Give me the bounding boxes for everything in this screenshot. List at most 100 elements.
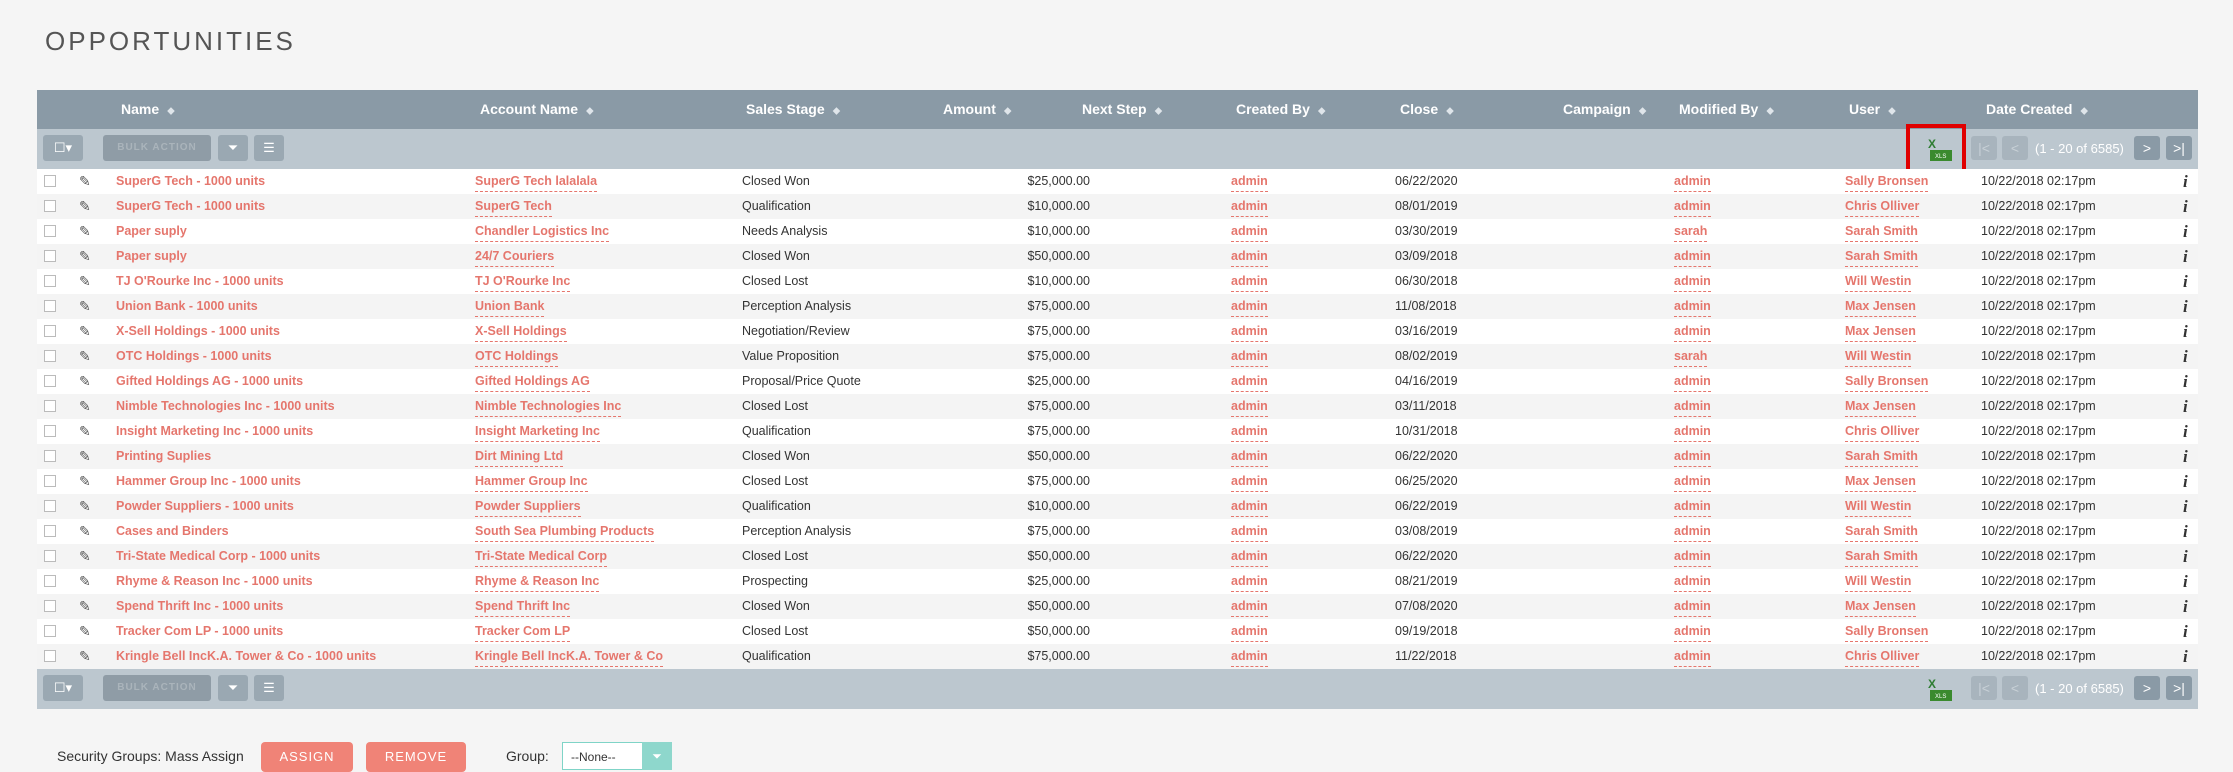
cell-modified-by[interactable]: admin [1674,422,1711,442]
pencil-icon[interactable]: ✎ [79,273,91,289]
col-header-date-created[interactable]: Date Created ⬥ [1986,90,2088,129]
cell-modified-by[interactable]: sarah [1674,347,1708,367]
cell-modified-by[interactable]: admin [1674,397,1711,417]
cell-account[interactable]: Spend Thrift Inc [475,597,571,617]
excel-export-icon[interactable]: XLS X [1927,676,1953,702]
row-checkbox[interactable] [44,475,56,487]
cell-created-by[interactable]: admin [1231,297,1268,317]
pencil-icon[interactable]: ✎ [79,323,91,339]
pencil-icon[interactable]: ✎ [79,398,91,414]
info-icon[interactable]: i [2183,597,2188,616]
cell-user[interactable]: Sarah Smith [1845,247,1918,267]
cell-user[interactable]: Max Jensen [1845,397,1916,417]
pencil-icon[interactable]: ✎ [79,623,91,639]
prev-page-button[interactable]: < [2002,136,2028,160]
filter-button[interactable]: ⏷ [218,675,248,701]
pencil-icon[interactable]: ✎ [79,373,91,389]
cell-user[interactable]: Sally Bronsen [1845,372,1929,392]
col-header-account[interactable]: Account Name ⬥ [480,90,594,129]
next-page-button[interactable]: > [2134,676,2160,700]
pencil-icon[interactable]: ✎ [79,223,91,239]
cell-name[interactable]: Kringle Bell IncK.A. Tower & Co - 1000 u… [116,649,377,663]
cell-name[interactable]: Insight Marketing Inc - 1000 units [116,424,314,438]
filter-icon[interactable]: ⏷ [642,742,672,770]
cell-user[interactable]: Sarah Smith [1845,547,1918,567]
row-checkbox[interactable] [44,525,56,537]
cell-name[interactable]: Spend Thrift Inc - 1000 units [116,599,284,613]
cell-created-by[interactable]: admin [1231,572,1268,592]
cell-user[interactable]: Will Westin [1845,497,1912,517]
prev-page-button[interactable]: < [2002,676,2028,700]
sort-icon[interactable]: ⬥ [586,105,594,117]
col-header-stage[interactable]: Sales Stage ⬥ [746,90,840,129]
info-icon[interactable]: i [2183,497,2188,516]
cell-name[interactable]: Nimble Technologies Inc - 1000 units [116,399,335,413]
row-checkbox[interactable] [44,175,56,187]
info-icon[interactable]: i [2183,647,2188,666]
row-checkbox[interactable] [44,400,56,412]
cell-created-by[interactable]: admin [1231,472,1268,492]
cell-created-by[interactable]: admin [1231,547,1268,567]
bulk-action-button[interactable]: BULK ACTION [103,675,211,701]
info-icon[interactable]: i [2183,472,2188,491]
cell-account[interactable]: TJ O'Rourke Inc [475,272,571,292]
info-icon[interactable]: i [2183,222,2188,241]
pencil-icon[interactable]: ✎ [79,523,91,539]
cell-name[interactable]: Gifted Holdings AG - 1000 units [116,374,304,388]
cell-account[interactable]: Union Bank [475,297,545,317]
pencil-icon[interactable]: ✎ [79,423,91,439]
cell-modified-by[interactable]: admin [1674,247,1711,267]
cell-created-by[interactable]: admin [1231,222,1268,242]
select-all-dropdown[interactable]: ☐▾ [43,135,83,161]
cell-name[interactable]: Tri-State Medical Corp - 1000 units [116,549,321,563]
cell-created-by[interactable]: admin [1231,422,1268,442]
row-checkbox[interactable] [44,625,56,637]
info-icon[interactable]: i [2183,422,2188,441]
cell-name[interactable]: TJ O'Rourke Inc - 1000 units [116,274,284,288]
cell-modified-by[interactable]: admin [1674,172,1711,192]
pencil-icon[interactable]: ✎ [79,298,91,314]
cell-user[interactable]: Chris Olliver [1845,197,1920,217]
row-checkbox[interactable] [44,325,56,337]
cell-user[interactable]: Max Jensen [1845,597,1916,617]
cell-name[interactable]: SuperG Tech - 1000 units [116,174,266,188]
sort-icon[interactable]: ⬥ [832,105,841,117]
cell-modified-by[interactable]: admin [1674,522,1711,542]
cell-created-by[interactable]: admin [1231,247,1268,267]
cell-account[interactable]: Tracker Com LP [475,622,571,642]
pencil-icon[interactable]: ✎ [79,448,91,464]
col-header-campaign[interactable]: Campaign ⬥ [1563,90,1646,129]
cell-account[interactable]: SuperG Tech [475,197,552,217]
row-checkbox[interactable] [44,575,56,587]
cell-name[interactable]: Cases and Binders [116,524,229,538]
row-checkbox[interactable] [44,500,56,512]
info-icon[interactable]: i [2183,172,2188,191]
cell-name[interactable]: Powder Suppliers - 1000 units [116,499,294,513]
cell-modified-by[interactable]: sarah [1674,222,1708,242]
row-checkbox[interactable] [44,200,56,212]
next-page-button[interactable]: > [2134,136,2160,160]
cell-account[interactable]: SuperG Tech lalalala [475,172,598,192]
cell-account[interactable]: Tri-State Medical Corp [475,547,607,567]
info-icon[interactable]: i [2183,522,2188,541]
cell-modified-by[interactable]: admin [1674,647,1711,667]
cell-account[interactable]: Gifted Holdings AG [475,372,590,392]
pencil-icon[interactable]: ✎ [79,573,91,589]
column-chooser-button[interactable]: ☰ [254,675,284,701]
row-checkbox[interactable] [44,600,56,612]
cell-account[interactable]: Chandler Logistics Inc [475,222,610,242]
cell-account[interactable]: X-Sell Holdings [475,322,567,342]
row-checkbox[interactable] [44,375,56,387]
cell-account[interactable]: South Sea Plumbing Products [475,522,655,542]
first-page-button[interactable]: |< [1971,136,1997,160]
row-checkbox[interactable] [44,425,56,437]
row-checkbox[interactable] [44,650,56,662]
cell-user[interactable]: Sarah Smith [1845,522,1918,542]
cell-modified-by[interactable]: admin [1674,197,1711,217]
col-header-modified-by[interactable]: Modified By ⬥ [1679,90,1774,129]
cell-modified-by[interactable]: admin [1674,597,1711,617]
cell-account[interactable]: Dirt Mining Ltd [475,447,564,467]
cell-account[interactable]: 24/7 Couriers [475,247,555,267]
info-icon[interactable]: i [2183,622,2188,641]
sort-icon[interactable]: ⬥ [2080,105,2089,117]
